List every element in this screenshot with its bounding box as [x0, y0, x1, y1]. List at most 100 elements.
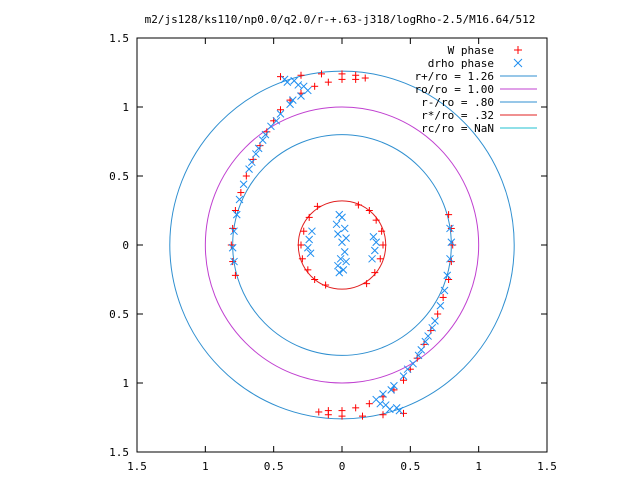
drho-phase-point [245, 165, 253, 173]
drho-phase-point [436, 301, 445, 310]
legend-label: ro/ro = 1.00 [415, 83, 494, 96]
drho-phase-point [272, 116, 281, 125]
drho-phase-point [247, 158, 256, 167]
x-tick-label: 1.5 [537, 460, 557, 473]
w-phase-point [361, 74, 369, 82]
w-phase-point [324, 407, 332, 415]
w-phase-point [277, 73, 284, 81]
point-stroke [340, 248, 349, 256]
drho-phase-point [303, 243, 312, 252]
point-stroke [334, 230, 342, 238]
circle-r-/ro [232, 134, 452, 356]
w-phase-point [365, 400, 373, 408]
drho-phase-point [431, 317, 439, 325]
w-phase-point [439, 293, 447, 301]
drho-phase-point [443, 271, 452, 280]
w-phase-point [372, 216, 380, 224]
y-tick-label: 0.5 [109, 170, 129, 183]
point-stroke [379, 390, 387, 398]
y-tick-label: 0.5 [109, 308, 129, 321]
drho-phase-point [387, 386, 396, 394]
point-stroke [403, 365, 412, 374]
point-stroke [372, 238, 381, 247]
w-phase-point [352, 404, 360, 412]
point-stroke [417, 346, 426, 354]
drho-phase-point [232, 210, 241, 219]
drho-phase-point [369, 232, 378, 241]
y-tick-label: 1.5 [109, 32, 129, 45]
w-phase-point [379, 411, 387, 419]
point-stroke [340, 224, 349, 233]
x-tick-label: 1.5 [127, 460, 147, 473]
w-phase-point [227, 241, 235, 249]
w-phase-point [318, 70, 325, 78]
w-phase-point [305, 213, 313, 221]
y-tick-label: 0 [122, 239, 129, 252]
data-series [227, 70, 457, 420]
drho-phase-point [368, 254, 376, 263]
legend-label: rc/ro = NaN [421, 122, 494, 135]
w-phase-point [324, 78, 332, 86]
legend-label: r*/ro = .32 [421, 109, 494, 122]
drho-phase-point [276, 110, 285, 118]
point-stroke [303, 243, 312, 252]
point-stroke [290, 76, 299, 85]
legend-label: r-/ro = .80 [421, 96, 494, 109]
point-stroke [288, 96, 297, 104]
point-stroke [334, 261, 342, 270]
w-phase-point [229, 258, 237, 266]
x-tick-label: 0 [339, 460, 346, 473]
w-phase-point [400, 409, 407, 417]
x-tick-label: 1 [475, 460, 482, 473]
point-stroke [414, 351, 423, 360]
drho-phase-point [339, 265, 348, 274]
point-stroke [339, 265, 348, 274]
w-phase-point [311, 82, 319, 90]
point-stroke [342, 234, 350, 242]
drho-phase-point [403, 365, 412, 374]
drho-phase-point [440, 286, 449, 295]
point-stroke [369, 232, 378, 241]
drho-phase-point [254, 144, 263, 153]
point-stroke [276, 110, 285, 118]
drho-phase-point [370, 246, 379, 255]
w-phase-point [338, 75, 346, 83]
point-stroke [421, 337, 430, 346]
drho-phase-point [332, 220, 341, 229]
drho-phase-point [342, 234, 350, 242]
point-stroke [245, 165, 253, 173]
point-stroke [303, 86, 312, 95]
w-phase-point [400, 376, 407, 384]
point-stroke [258, 136, 267, 144]
drho-phase-point [308, 227, 316, 236]
point-stroke [335, 268, 344, 277]
point-stroke [286, 100, 294, 109]
point-stroke [308, 227, 316, 236]
w-phase-point [371, 269, 379, 277]
drho-phase-point [447, 238, 456, 247]
w-phase-point [277, 106, 284, 114]
drho-phase-point [385, 405, 394, 414]
point-stroke [370, 246, 379, 255]
point-stroke [230, 227, 238, 236]
drho-phase-point [299, 82, 308, 91]
w-phase-point [363, 280, 371, 288]
point-stroke [446, 224, 454, 233]
point-stroke [428, 323, 437, 332]
w-phase-point [354, 201, 362, 209]
drho-phase-point [340, 248, 349, 256]
point-stroke [342, 257, 350, 266]
y-tick-label: 1 [122, 377, 129, 390]
drho-phase-point [421, 337, 430, 346]
x-tick-label: 0.5 [400, 460, 420, 473]
legend-label: r+/ro = 1.26 [415, 70, 494, 83]
point-stroke [387, 386, 396, 394]
drho-phase-point [297, 92, 305, 100]
drho-phase-point [379, 390, 387, 398]
point-stroke [254, 144, 263, 153]
point-stroke [376, 399, 385, 408]
point-stroke [272, 116, 281, 125]
point-stroke [252, 150, 260, 158]
point-stroke [230, 257, 238, 266]
drho-phase-point [376, 399, 385, 408]
